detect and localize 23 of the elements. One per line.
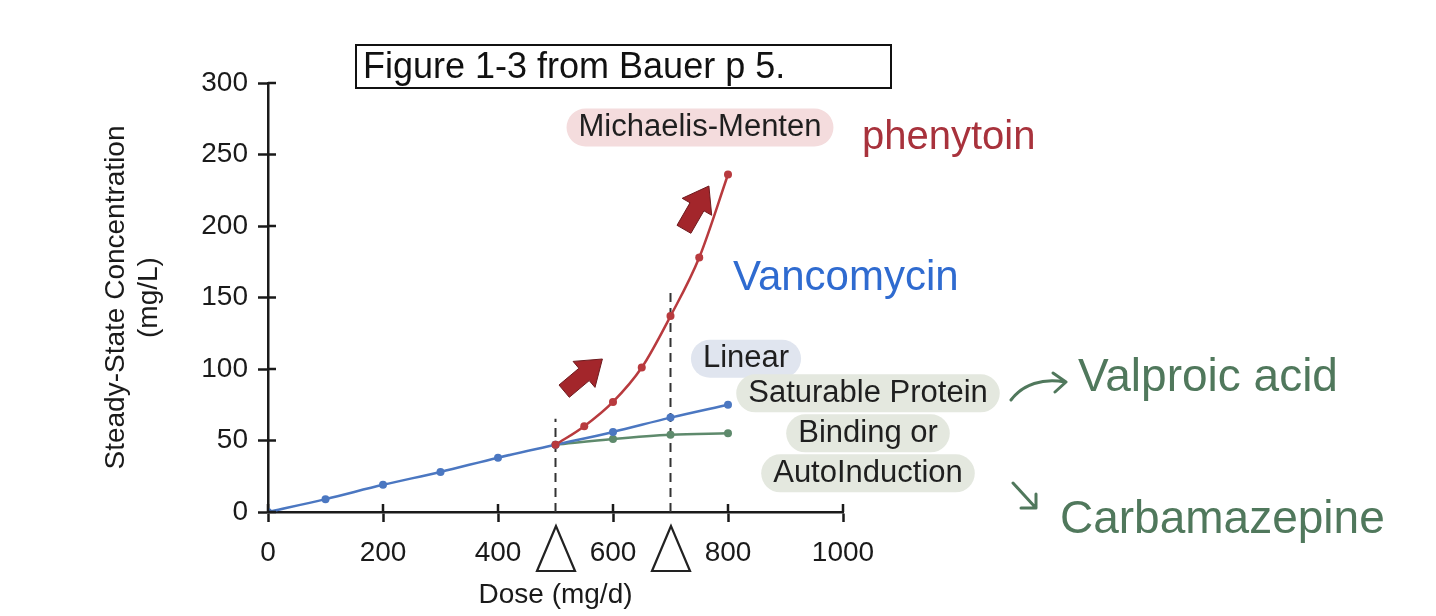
text: phenytoin [862,113,1036,158]
text: Valproic acid [1078,348,1338,401]
series-label: Linear [702,339,790,375]
x-tick-label: 1000 [811,535,875,567]
annotation: Vancomycin [733,251,959,299]
x-tick-label: 0 [260,535,276,567]
x-tick-label: 400 [474,535,522,567]
x-tick-label: 200 [359,535,407,567]
y-tick-label: 150 [201,280,248,312]
y-tick-label: 250 [201,137,248,169]
x-tick-label: 600 [589,535,637,567]
y-tick-label: 50 [216,423,248,455]
y-tick-label: 100 [201,351,248,383]
text: Carbamazepine [1060,490,1385,543]
y-tick-label: 200 [201,208,248,240]
y-tick-label: 0 [232,494,248,526]
series-label: Michaelis-Menten [578,108,822,144]
y-axis-title: Steady-State Concentration (mg/L) [98,125,164,470]
series-label: Saturable Protein Binding or AutoInduction [748,373,988,489]
x-tick-label: 800 [704,535,752,567]
x-axis-title: Dose (mg/d) [478,577,633,609]
chart-title: Figure 1-3 from Bauer p 5. [355,44,892,89]
y-tick-label: 300 [201,65,248,97]
